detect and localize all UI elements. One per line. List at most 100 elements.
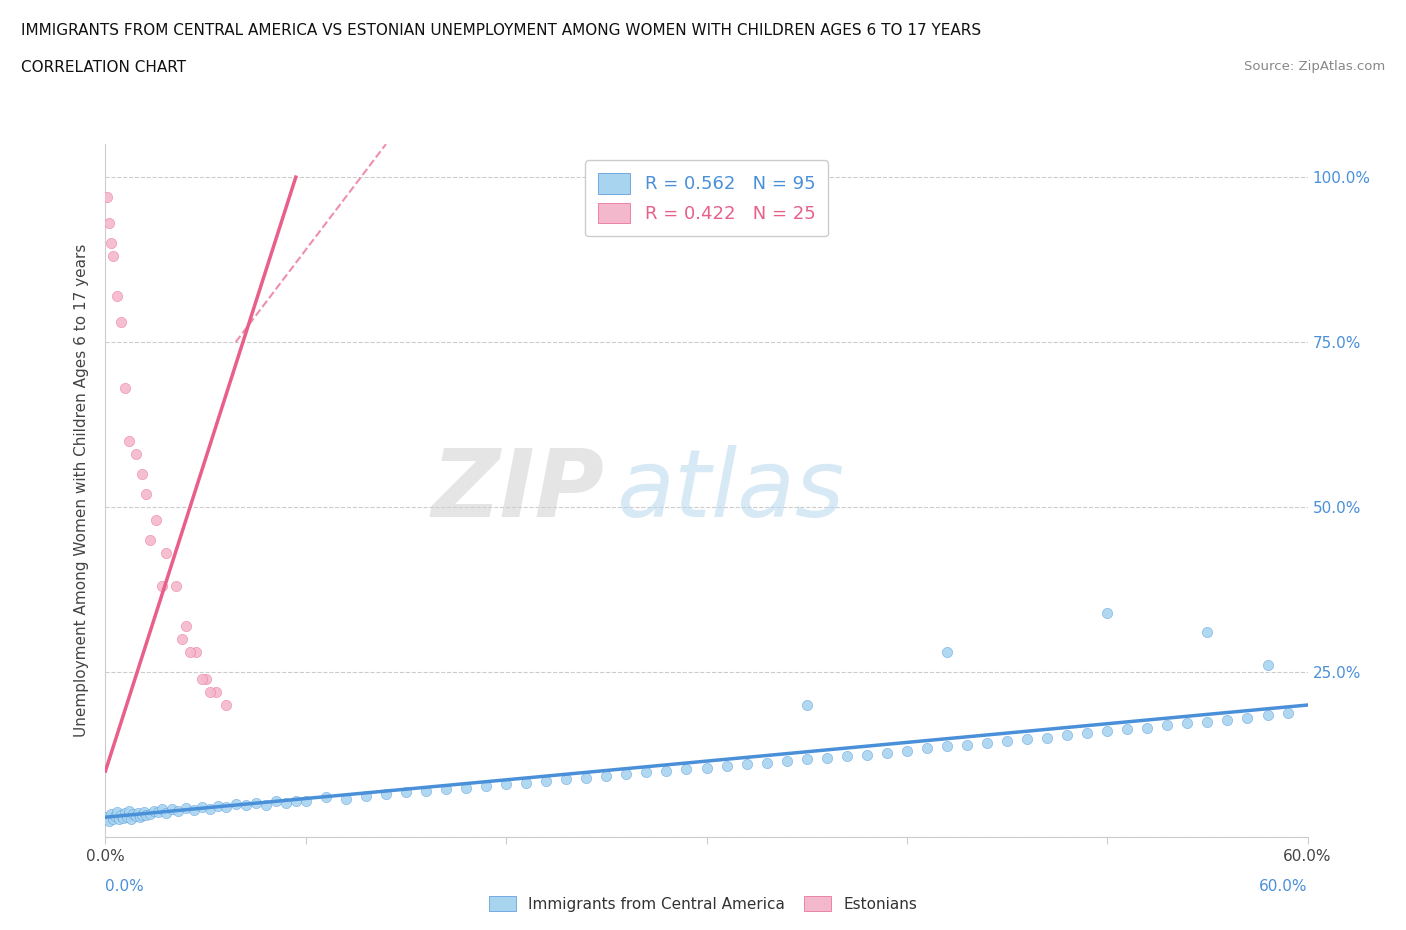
Point: [114, 805, 136, 820]
Point: [896, 744, 918, 759]
Point: [135, 486, 157, 501]
Point: [976, 736, 998, 751]
Point: [138, 806, 160, 821]
Point: [354, 789, 377, 804]
Point: [142, 804, 165, 818]
Point: [184, 644, 207, 659]
Point: [254, 797, 277, 812]
Point: [1236, 711, 1258, 725]
Point: [183, 803, 205, 817]
Point: [108, 812, 131, 827]
Point: [374, 787, 398, 802]
Point: [995, 734, 1018, 749]
Point: [174, 618, 197, 633]
Point: [103, 811, 125, 826]
Point: [1017, 732, 1039, 747]
Point: [415, 783, 437, 798]
Point: [194, 671, 217, 686]
Point: [915, 740, 938, 755]
Point: [190, 799, 212, 814]
Point: [155, 546, 177, 561]
Point: [495, 777, 517, 791]
Text: CORRELATION CHART: CORRELATION CHART: [21, 60, 186, 75]
Text: Source: ZipAtlas.com: Source: ZipAtlas.com: [1244, 60, 1385, 73]
Y-axis label: Unemployment Among Women with Children Ages 6 to 17 years: Unemployment Among Women with Children A…: [75, 244, 90, 737]
Point: [295, 793, 318, 808]
Point: [118, 433, 141, 448]
Point: [1257, 708, 1279, 723]
Point: [876, 745, 898, 760]
Point: [1097, 724, 1119, 738]
Text: 60.0%: 60.0%: [1260, 879, 1308, 894]
Point: [98, 216, 121, 231]
Point: [315, 790, 337, 804]
Point: [616, 767, 638, 782]
Point: [264, 794, 287, 809]
Point: [198, 801, 221, 816]
Point: [434, 782, 457, 797]
Point: [121, 811, 143, 826]
Point: [110, 315, 132, 330]
Point: [235, 798, 257, 813]
Point: [1177, 715, 1199, 730]
Point: [454, 780, 477, 795]
Point: [1277, 706, 1299, 721]
Point: [174, 801, 197, 816]
Point: [1156, 717, 1178, 732]
Point: [936, 738, 959, 753]
Point: [155, 805, 177, 820]
Point: [110, 808, 132, 823]
Point: [146, 804, 169, 819]
Point: [735, 757, 758, 772]
Point: [131, 467, 153, 482]
Point: [198, 684, 221, 699]
Point: [135, 808, 157, 823]
Point: [150, 802, 173, 817]
Point: [335, 791, 357, 806]
Point: [103, 249, 125, 264]
Point: [112, 810, 135, 825]
Point: [675, 762, 697, 777]
Point: [855, 747, 877, 762]
Point: [122, 806, 145, 821]
Point: [96, 190, 118, 205]
Point: [98, 813, 121, 828]
Point: [555, 772, 578, 787]
Point: [755, 756, 778, 771]
Point: [1197, 625, 1219, 640]
Point: [1116, 722, 1139, 737]
Point: [796, 698, 818, 712]
Point: [1216, 712, 1239, 727]
Point: [534, 774, 557, 789]
Point: [100, 235, 122, 250]
Point: [96, 810, 118, 825]
Text: ZIP: ZIP: [432, 445, 605, 537]
Point: [170, 631, 193, 646]
Point: [1197, 714, 1219, 729]
Point: [207, 799, 229, 814]
Point: [114, 381, 136, 396]
Point: [636, 764, 658, 779]
Point: [165, 578, 187, 593]
Point: [245, 795, 267, 810]
Point: [815, 751, 838, 765]
Point: [100, 806, 122, 821]
Point: [214, 800, 236, 815]
Point: [1056, 727, 1078, 742]
Point: [1036, 731, 1059, 746]
Point: [131, 807, 153, 822]
Point: [128, 810, 150, 825]
Point: [132, 804, 155, 819]
Point: [575, 770, 598, 785]
Point: [225, 797, 247, 812]
Point: [118, 804, 141, 818]
Point: [696, 761, 718, 776]
Point: [166, 804, 188, 818]
Point: [936, 644, 959, 659]
Legend: Immigrants from Central America, Estonians: Immigrants from Central America, Estonia…: [482, 889, 924, 918]
Point: [1257, 658, 1279, 673]
Point: [595, 768, 617, 783]
Point: [1097, 605, 1119, 620]
Point: [190, 671, 212, 686]
Point: [284, 793, 307, 808]
